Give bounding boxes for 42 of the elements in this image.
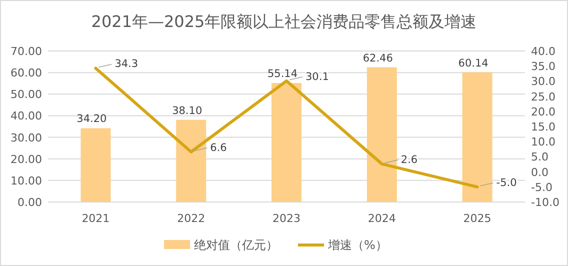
bar [176,120,206,202]
legend-label: 增速（%） [327,238,388,252]
data-label: 62.46 [362,52,394,64]
x-tick-label: 2023 [272,212,300,225]
data-label: 2.6 [400,154,418,166]
data-label: 55.14 [267,68,298,80]
y2-tick-label: -5.0 [531,180,552,194]
y2-tick-label: 15.0 [531,120,556,134]
y-tick-label: 20.00 [10,152,42,166]
data-label: -5.0 [496,176,517,189]
chart-title: 2021年—2025年限额以上社会消费品零售总额及增速 [91,12,477,31]
y2-tick-label: 10.0 [531,136,556,149]
y2-tick-label: 25.0 [531,90,556,104]
y2-tick-label: 0.0 [531,166,548,179]
y-tick-label: 30.00 [10,131,42,144]
y-tick-label: 10.00 [10,174,42,188]
y-tick-label: 70.00 [10,45,42,58]
legend-label: 绝对值（亿元） [194,238,278,252]
y2-tick-label: 35.0 [531,60,556,74]
bar [80,128,111,202]
bar [462,72,492,202]
data-label: 60.14 [458,57,489,70]
y2-tick-label: 40.0 [531,45,556,58]
x-tick-label: 2024 [368,212,396,225]
y-tick-label: 40.00 [10,110,42,123]
data-label: 34.3 [114,58,138,70]
data-label: 38.10 [172,104,202,117]
x-tick-label: 2025 [463,212,492,225]
data-label: 30.1 [306,70,329,83]
y-tick-label: 60.00 [10,66,42,80]
y2-tick-label: 30.0 [531,75,556,88]
data-label: 34.20 [76,113,107,126]
data-label: 6.6 [210,142,228,154]
y2-tick-label: 5.0 [531,150,548,164]
y-tick-label: 50.00 [10,88,42,102]
y2-tick-label: -10.0 [531,196,560,209]
bar [272,83,302,202]
x-tick-label: 2022 [177,212,206,225]
y-tick-label: 0.00 [18,196,42,209]
y2-tick-label: 20.0 [531,105,556,118]
x-tick-label: 2021 [82,212,110,225]
bar [366,67,397,202]
